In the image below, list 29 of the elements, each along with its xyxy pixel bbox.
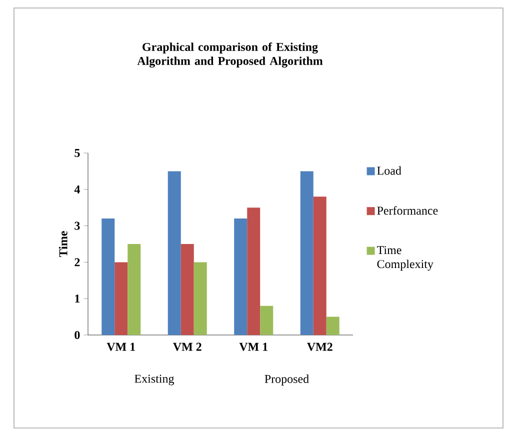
bar xyxy=(128,244,141,335)
bar xyxy=(102,218,115,335)
bar xyxy=(168,171,181,335)
legend-label: Load xyxy=(377,166,402,175)
legend-label: Time Complexity xyxy=(377,246,434,271)
bar xyxy=(300,171,314,335)
x-tick-label: VM2 xyxy=(307,342,332,351)
bar xyxy=(260,306,274,335)
bar xyxy=(326,316,340,335)
y-tick-label: 0 xyxy=(74,330,80,340)
bar xyxy=(234,218,248,335)
text: Proposed xyxy=(264,374,309,386)
y-tick-label: 3 xyxy=(74,222,80,230)
bar xyxy=(313,196,326,335)
y-tick-label: 1 xyxy=(75,294,80,303)
y-tick-label: 2 xyxy=(74,258,80,266)
x-tick-label: VM 1 xyxy=(239,342,268,351)
legend-label: Performance xyxy=(377,206,438,215)
x-tick-label: VM 2 xyxy=(173,342,202,351)
bar xyxy=(180,244,194,335)
y-axis-title: Time xyxy=(58,231,68,258)
y-tick-label: 5 xyxy=(74,149,80,157)
x-tick-label: VM 1 xyxy=(106,342,135,351)
bar xyxy=(194,262,207,335)
y-tick-label: 4 xyxy=(74,185,80,194)
bar xyxy=(247,208,260,335)
text: Existing xyxy=(134,374,174,386)
chart-title: Graphical comparison of Existing Algorithm and Proposed Algorithm xyxy=(137,42,323,68)
bar xyxy=(114,262,128,335)
